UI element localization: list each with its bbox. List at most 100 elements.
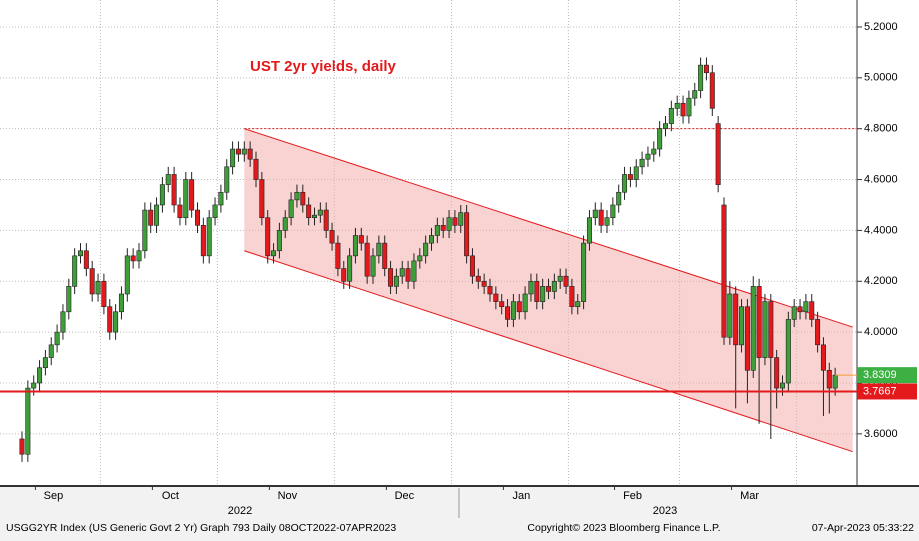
candle-body [118,293,124,313]
candle-body [37,367,43,384]
candle-body [598,209,604,226]
year-label: 2022 [228,505,252,517]
candle-body [791,306,797,320]
candle-body [744,306,750,371]
last-price-tag [857,367,917,384]
candle-body [727,293,733,338]
candle-body [809,301,815,320]
candle-body [54,331,60,346]
candle-body [341,268,347,282]
candle-body [142,209,148,252]
candle-body [832,374,838,389]
candle-body [739,306,745,346]
year-label: 2023 [653,505,677,517]
candle-body [31,382,37,389]
candle-body [72,255,78,287]
candle-body [610,204,616,218]
channel-lower [244,250,853,453]
footer-center: Copyright© 2023 Bloomberg Finance L.P. [527,522,720,534]
candle-body [428,235,434,244]
candle-body [154,204,160,226]
y-tick-label: 3.6000 [864,428,898,440]
candle-body [323,209,329,231]
candle-body [604,217,610,226]
candle-body [130,255,136,262]
candle-body [335,242,341,269]
candle-body [592,209,598,218]
candle-body [393,275,399,287]
x-tick-label: Mar [740,490,759,502]
candle-body [826,369,832,389]
candle-body [639,158,645,168]
candle-body [715,123,721,185]
candle-body [294,191,300,201]
candle-body [581,242,587,302]
candle-body [557,275,563,282]
footer-left: USGG2YR Index (US Generic Govt 2 Yr) Gra… [6,522,396,534]
candle-body [692,90,698,99]
candle-body [551,280,557,292]
candle-body [136,250,142,262]
y-tick-label: 4.0000 [864,326,898,338]
candle-body [534,280,540,302]
candle-body [271,250,277,257]
candle-body [177,204,183,218]
candle-body [113,311,119,333]
candle-body [230,148,236,168]
candle-body [709,72,715,109]
candle-body [756,286,762,358]
candle-body [306,204,312,218]
candle-body [434,225,440,236]
candle-body [464,212,470,257]
candle-body [651,148,657,155]
candle-body [183,179,189,218]
candle-body [212,204,218,218]
candle-body [195,209,201,226]
candle-body [762,301,768,358]
candle-body [411,260,417,282]
candle-body [510,301,516,320]
candle-body [358,235,364,244]
candle-body [633,166,639,180]
candle-body [423,242,429,257]
candle-body [265,217,271,257]
candle-body [399,268,405,277]
y-tick-label: 4.2000 [864,275,898,287]
candle-body [505,306,511,320]
footer-right: 07-Apr-2023 05:33:22 [812,522,914,534]
candle-body [83,250,89,269]
candle-body [481,280,487,287]
candle-body [288,199,294,218]
x-tick-label: Oct [162,490,179,502]
candle-body [282,217,288,231]
candle-body [218,191,224,206]
candle-body [107,306,113,333]
candle-body [78,250,84,257]
candle-body [487,286,493,295]
candle-body [48,344,54,358]
candle-body [95,280,101,295]
candle-body [388,268,394,287]
candle-body [458,212,464,226]
candle-body [575,301,581,308]
candle-body [680,102,686,117]
candle-body [189,179,195,211]
candle-body [703,64,709,74]
candle-body [19,438,25,455]
candle-body [171,174,177,206]
candle-body [364,242,370,277]
candle-body [440,225,446,231]
candle-body [616,191,622,206]
marks [0,57,857,462]
level-label: 3.7667 [863,385,897,397]
last-price-label: 3.8309 [863,369,897,381]
candle-body [820,344,826,371]
candle-body [528,280,534,295]
candle-body [253,158,259,180]
candle-body [405,268,411,282]
y-tick-label: 5.0000 [864,72,898,84]
candle-body [206,217,212,257]
candle-body [797,306,803,313]
